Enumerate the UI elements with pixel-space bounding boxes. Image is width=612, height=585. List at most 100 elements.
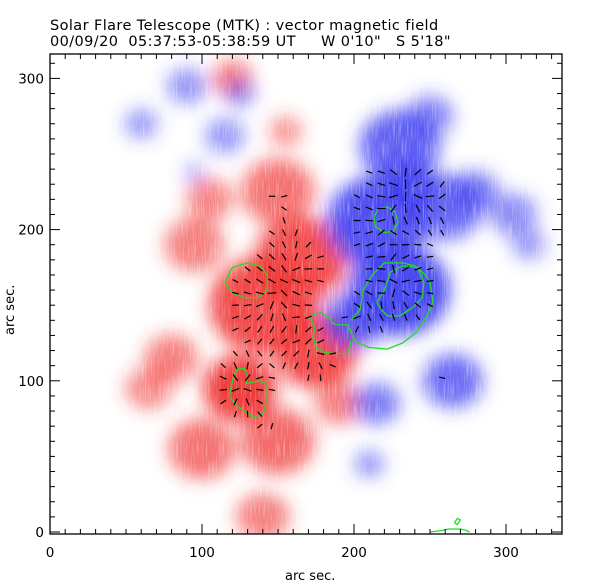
field-vector [243,304,252,307]
field-vector [293,350,300,357]
field-vector [304,315,313,320]
field-vector [232,350,238,357]
field-vector [256,363,263,369]
field-vector [415,204,421,213]
field-vector [282,229,287,236]
field-vector [281,325,287,333]
field-vector [244,326,251,333]
field-vector [256,314,263,321]
field-vector [233,362,238,370]
field-vector [377,195,386,198]
plot-frame [49,53,563,535]
field-vector [280,301,288,309]
field-vector [377,279,386,283]
field-vector [268,388,276,392]
field-vector [391,288,396,298]
field-vector [426,280,434,282]
field-vector [270,422,274,430]
field-vector [439,217,445,224]
field-vector [379,313,384,321]
field-vector [404,203,407,213]
field-vector [233,398,238,406]
field-vector [317,327,324,332]
field-vector [244,266,251,272]
field-vector [391,313,396,321]
field-vector [317,255,324,259]
axis-ticks [49,54,562,534]
chart-subtitle: 00/09/20 05:37:53-05:38:59 UT W 0'10" S … [50,34,451,50]
field-vector [353,206,361,211]
field-vector [353,302,361,308]
field-vector [294,362,299,370]
field-vector [354,326,360,333]
field-vector [307,349,310,358]
field-vector [365,255,373,259]
field-vector [220,399,227,405]
field-vector [246,361,249,370]
field-vector [365,219,374,222]
field-vector [402,230,410,236]
field-vector [389,278,398,284]
field-vector [377,242,386,248]
field-vector [329,363,336,368]
field-vector [219,388,227,391]
field-vector [403,313,408,321]
field-vector [414,255,422,259]
field-vector [390,204,397,213]
field-vector [426,204,434,212]
field-vector [243,291,252,295]
field-vector [307,374,310,382]
field-vector [401,279,410,283]
y-tick-label: 100 [18,374,44,390]
field-vector [414,168,422,176]
field-vector [292,339,301,344]
noise-texture [50,54,562,534]
field-vector [282,217,286,224]
field-vector [244,278,251,284]
field-vector [426,292,434,295]
field-vector [365,231,374,235]
field-vector [389,169,398,176]
y-axis-label: arc sec. [3,285,18,335]
field-vector [353,243,361,247]
contour-positive-edge-2 [309,315,352,355]
field-vector [438,205,446,212]
field-vector [295,325,298,334]
field-vector [294,240,298,249]
field-vector [257,338,263,345]
field-vector [403,216,408,225]
field-vector [256,266,263,272]
field-vector [268,265,276,272]
field-vector [269,350,275,357]
x-tick-label: 300 [493,545,519,561]
field-vector [255,291,264,295]
field-vector [256,388,264,391]
field-vector [280,194,288,198]
field-vector [377,255,386,258]
field-vector [304,254,312,260]
field-vector [440,229,445,236]
field-vector [256,399,264,405]
contour-bottom-contour [429,528,470,533]
field-vector [281,206,288,211]
field-vector [439,181,445,188]
field-vector [292,290,301,296]
field-vector [367,313,372,322]
field-vector [392,264,396,274]
field-vector [415,314,421,321]
field-vector [269,325,275,333]
field-vector [377,267,386,270]
field-vector [404,191,407,202]
x-tick-label: 0 [46,545,55,561]
field-vector [316,352,325,356]
field-vector [319,374,322,382]
field-vector [427,229,433,236]
field-vector [377,229,385,236]
field-vector [244,339,251,344]
field-vector [426,181,434,187]
field-vector [281,350,288,357]
y-tick-label: 0 [35,525,44,541]
field-vector [365,290,373,296]
field-vector [244,314,252,320]
